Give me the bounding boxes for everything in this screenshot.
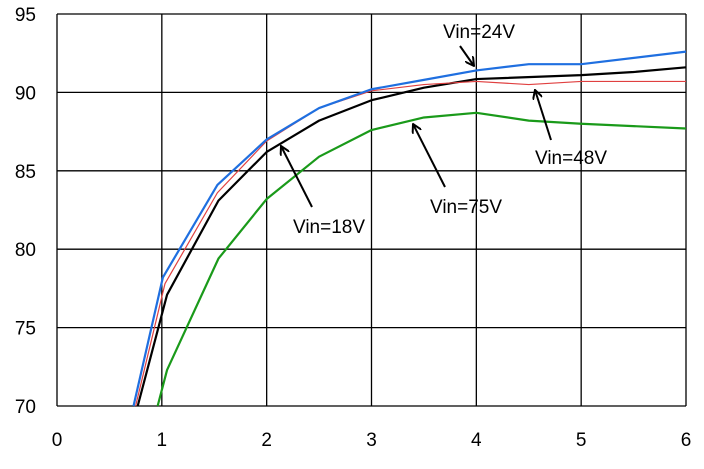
y-tick-label: 95 <box>15 5 36 26</box>
series-line-vin-18v <box>136 66 687 407</box>
y-tick-label: 75 <box>15 319 36 340</box>
x-tick-label: 4 <box>471 430 482 451</box>
grid <box>56 13 687 407</box>
y-tick-label: 70 <box>15 397 36 418</box>
annotations: Vin=24V Vin=48V Vin=75V Vin=18V <box>281 22 607 238</box>
annotation-label: Vin=24V <box>443 22 515 43</box>
annotation-arrow <box>413 124 446 188</box>
x-tick-label: 0 <box>52 430 63 451</box>
y-tick-label: 90 <box>15 83 36 104</box>
annotation-label: Vin=18V <box>293 217 365 238</box>
x-tick-label: 2 <box>261 430 272 451</box>
series-lines <box>132 50 687 407</box>
series-line-vin-48v <box>135 80 686 407</box>
annotation-label: Vin=48V <box>535 148 607 169</box>
y-tick-label: 85 <box>15 162 36 183</box>
y-tick-label: 80 <box>15 240 36 261</box>
annotation-arrow <box>459 45 474 66</box>
x-tick-label: 6 <box>681 430 692 451</box>
annotation-arrow <box>281 146 313 208</box>
annotation-label: Vin=75V <box>430 197 502 218</box>
x-tick-label: 3 <box>366 430 377 451</box>
x-tick-label: 1 <box>157 430 168 451</box>
tick-labels: 0 1 2 3 4 5 6 70 75 80 85 90 95 <box>15 5 691 451</box>
series-line-vin-24v <box>132 50 687 407</box>
annotation-arrow <box>535 90 552 141</box>
series-line-vin-75v <box>156 111 687 407</box>
x-tick-label: 5 <box>576 430 587 451</box>
